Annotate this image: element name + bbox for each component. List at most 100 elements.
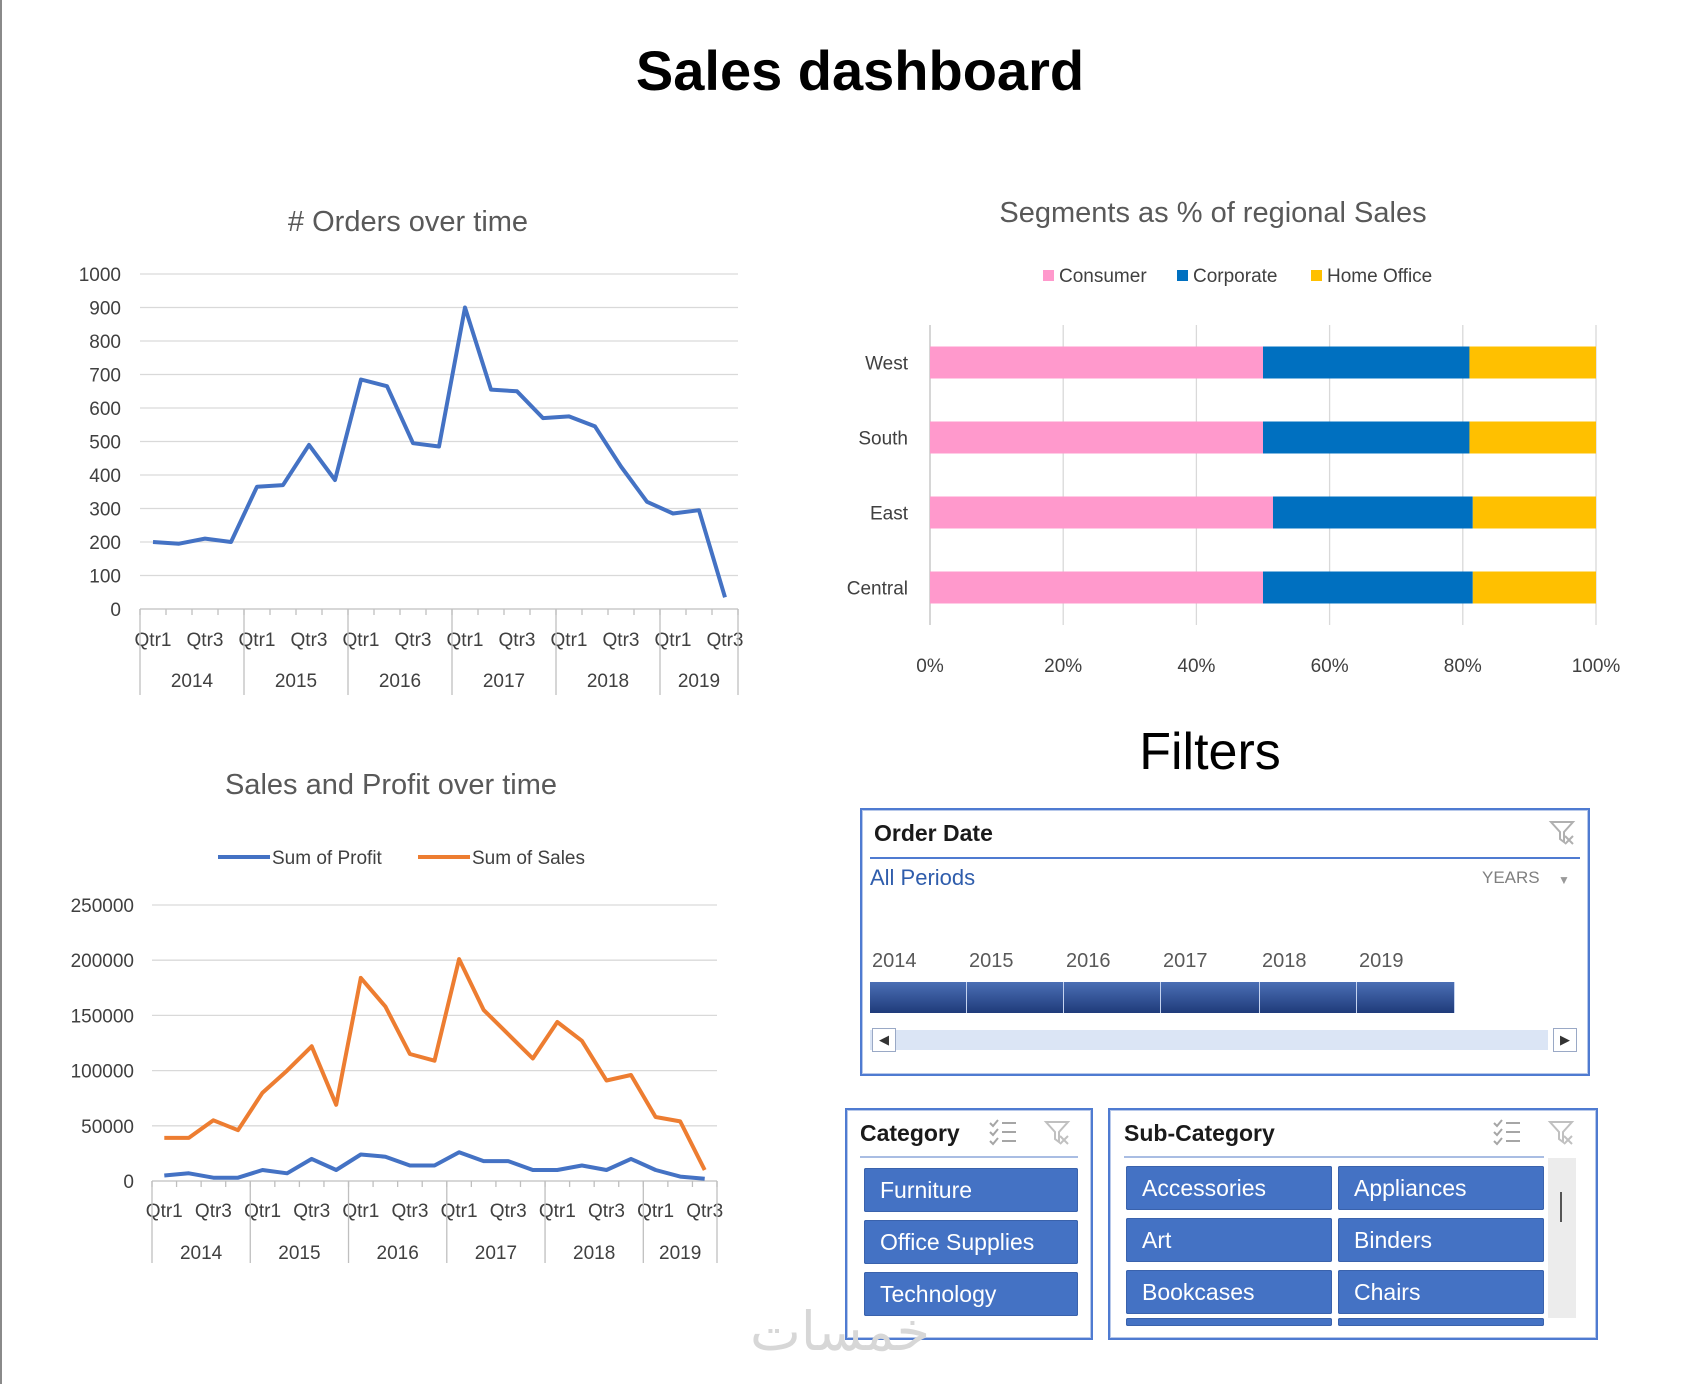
x-quarter-label: Qtr1 (637, 1201, 674, 1222)
legend-swatch (1043, 270, 1054, 281)
timeline-year-bar[interactable] (870, 982, 967, 1013)
subcategory-item[interactable]: Binders (1338, 1218, 1544, 1262)
segments-chart[interactable]: Segments as % of regional Sales Consumer… (790, 0, 1700, 700)
bar-segment-consumer (930, 421, 1263, 454)
x-quarter-label: Qtr1 (447, 630, 484, 651)
category-item[interactable]: Office Supplies (864, 1220, 1078, 1264)
x-year-label: 2018 (587, 671, 629, 692)
scroll-right-icon[interactable]: ▶ (1553, 1028, 1577, 1052)
bar-segment-corporate (1263, 421, 1470, 454)
x-quarter-label: Qtr3 (293, 1201, 330, 1222)
bar-segment-corporate (1263, 571, 1473, 604)
timeline-year-bar[interactable] (1161, 982, 1260, 1013)
dashboard-title: Sales dashboard (635, 39, 1085, 102)
x-tick-label: 0% (916, 656, 944, 677)
y-tick-label: 600 (89, 399, 121, 420)
subcategory-item-partial[interactable] (1126, 1318, 1332, 1326)
timeline-year-label[interactable]: 2019 (1359, 950, 1404, 972)
timeline-year-bar[interactable] (1357, 982, 1455, 1013)
timeline-year-label[interactable]: 2014 (872, 950, 917, 972)
category-header: Category (860, 1120, 960, 1146)
timeline-year-bar[interactable] (967, 982, 1064, 1013)
x-quarter-label: Qtr3 (588, 1201, 625, 1222)
category-label: East (870, 504, 909, 525)
x-quarter-label: Qtr3 (707, 630, 744, 651)
sales-profit-chart[interactable]: Sales and Profit over time Sum of Profit… (0, 700, 760, 1264)
x-year-label: 2017 (483, 671, 525, 692)
watermark-logo: خمسات (750, 1300, 931, 1363)
y-tick-label: 0 (110, 600, 121, 621)
x-year-label: 2019 (678, 671, 720, 692)
x-quarter-label: Qtr3 (187, 630, 224, 651)
x-quarter-label: Qtr1 (551, 630, 588, 651)
multi-select-icon[interactable] (988, 1118, 1018, 1146)
clear-filter-icon[interactable] (1548, 818, 1576, 846)
y-tick-label: 100 (89, 567, 121, 588)
y-tick-label: 200 (89, 533, 121, 554)
subcategory-item[interactable]: Bookcases (1126, 1270, 1332, 1314)
subcategory-header: Sub-Category (1124, 1120, 1275, 1146)
timeline-year-label[interactable]: 2016 (1066, 950, 1111, 972)
order-date-header: Order Date (874, 820, 993, 846)
x-quarter-label: Qtr1 (239, 630, 276, 651)
timeline-year-bar[interactable] (1064, 982, 1161, 1013)
category-item[interactable]: Technology (864, 1272, 1078, 1316)
subcategory-header-rule (1124, 1156, 1544, 1158)
bar-segment-consumer (930, 571, 1263, 604)
y-tick-label: 200000 (71, 951, 134, 972)
bar-segment-home-office (1472, 571, 1596, 604)
legend-swatch (1177, 270, 1188, 281)
bar-segment-home-office (1472, 496, 1596, 529)
window-left-border (0, 0, 2, 1384)
filters-heading: Filters (1139, 723, 1281, 781)
subcategory-item[interactable]: Chairs (1338, 1270, 1544, 1314)
x-year-label: 2016 (379, 671, 421, 692)
y-tick-label: 500 (89, 433, 121, 454)
x-year-label: 2018 (573, 1243, 615, 1264)
x-year-label: 2014 (171, 671, 214, 692)
subcategory-item[interactable]: Art (1126, 1218, 1332, 1262)
segments-chart-title: Segments as % of regional Sales (999, 197, 1426, 229)
sales-chart-title: Sales and Profit over time (225, 769, 557, 801)
timeline-scrollbar[interactable] (870, 1030, 1548, 1050)
x-quarter-label: Qtr1 (244, 1201, 281, 1222)
profit-series-line (164, 1150, 705, 1181)
x-quarter-label: Qtr3 (686, 1201, 723, 1222)
orders-over-time-chart[interactable]: # Orders over time 100090080070060050040… (0, 0, 760, 700)
timeline-year-bar[interactable] (1260, 982, 1357, 1013)
legend-swatch (1311, 270, 1322, 281)
time-level-dropdown[interactable]: YEARS (1482, 868, 1540, 887)
dropdown-arrow-icon[interactable]: ▼ (1558, 873, 1570, 887)
legend-label: Consumer (1059, 266, 1147, 287)
category-label: West (865, 354, 909, 375)
subcategory-scrollbar[interactable] (1548, 1158, 1576, 1318)
clear-filter-icon[interactable] (1547, 1118, 1575, 1146)
y-tick-label: 1000 (79, 265, 121, 286)
y-tick-label: 900 (89, 299, 121, 320)
orders-chart-title: # Orders over time (288, 206, 528, 238)
sales-series-line (164, 957, 707, 1171)
orders-series-line (152, 305, 727, 598)
subcategory-scrollbar-thumb[interactable] (1560, 1192, 1562, 1222)
subcategory-item[interactable]: Appliances (1338, 1166, 1544, 1210)
subcategory-item-partial[interactable] (1338, 1318, 1544, 1326)
y-tick-label: 800 (89, 332, 121, 353)
x-quarter-label: Qtr3 (291, 630, 328, 651)
category-item[interactable]: Furniture (864, 1168, 1078, 1212)
x-year-label: 2015 (278, 1243, 320, 1264)
x-quarter-label: Qtr3 (490, 1201, 527, 1222)
scroll-left-icon[interactable]: ◀ (872, 1028, 896, 1052)
timeline-year-label[interactable]: 2015 (969, 950, 1014, 972)
legend-label: Sum of Profit (272, 848, 383, 869)
category-header-rule (860, 1156, 1078, 1158)
y-tick-label: 150000 (71, 1006, 134, 1027)
order-date-header-rule (870, 857, 1580, 859)
clear-filter-icon[interactable] (1043, 1118, 1071, 1146)
timeline-year-label[interactable]: 2018 (1262, 950, 1307, 972)
timeline-year-label[interactable]: 2017 (1163, 950, 1208, 972)
multi-select-icon[interactable] (1492, 1118, 1522, 1146)
subcategory-item[interactable]: Accessories (1126, 1166, 1332, 1210)
category-label: South (858, 429, 908, 450)
x-quarter-label: Qtr1 (146, 1201, 183, 1222)
bar-segment-corporate (1272, 496, 1473, 529)
